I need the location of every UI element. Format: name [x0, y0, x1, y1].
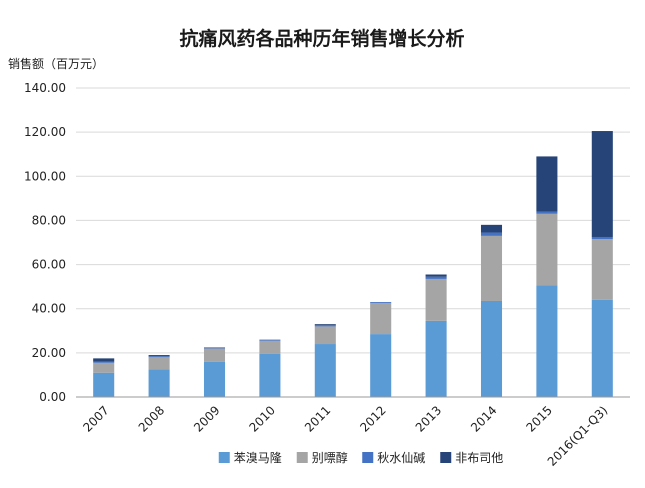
bar-segment	[148, 355, 170, 357]
legend-swatch	[296, 452, 308, 463]
y-axis-ticks: 0.00 20.00 40.00 60.00 80.00 100.00 120.00 140.…	[24, 81, 66, 404]
bar-segment	[425, 278, 447, 321]
legend-swatch	[362, 452, 374, 463]
bar-segment	[93, 372, 115, 397]
y-tick-label: 120.00	[24, 125, 66, 139]
bar-segment	[203, 348, 226, 362]
bar-segment	[259, 353, 281, 397]
bar-segment	[314, 326, 336, 345]
bar-segment	[314, 325, 336, 327]
bar-segment	[148, 356, 170, 358]
y-tick-label: 40.00	[32, 302, 66, 316]
bar-segment	[425, 320, 447, 397]
bar-segment	[148, 357, 170, 370]
bar-segment	[370, 303, 392, 335]
y-tick-label: 60.00	[32, 258, 66, 272]
bar-segment	[591, 299, 613, 397]
y-tick-label: 140.00	[24, 81, 66, 95]
y-tick-label: 0.00	[39, 390, 66, 404]
bar-segment	[259, 339, 281, 341]
bar-segment	[370, 334, 392, 397]
y-axis-label: 销售额（百万元）	[8, 56, 104, 71]
bar-segment	[203, 361, 226, 397]
bar-segment	[93, 361, 115, 363]
bar-segment	[591, 239, 613, 300]
legend-label: 别嘌醇	[312, 450, 348, 465]
legend-swatch	[218, 452, 230, 463]
legend-label: 非布司他	[455, 451, 503, 465]
bar-segment	[591, 236, 613, 240]
bar-segment	[259, 340, 281, 354]
y-tick-label: 100.00	[24, 169, 66, 183]
bar-segment	[536, 156, 558, 212]
legend-label: 秋水仙碱	[377, 451, 425, 465]
legend-swatch	[440, 452, 452, 463]
bar-segment	[536, 285, 558, 397]
bar-segment	[536, 213, 558, 286]
bar-segment	[425, 276, 447, 279]
gridlines	[76, 87, 630, 354]
bar-segment	[314, 324, 336, 326]
bar-segment	[480, 224, 503, 233]
y-tick-label: 20.00	[32, 346, 66, 360]
chart-title: 抗痛风药各品种历年销售增长分析	[179, 27, 464, 50]
bar-segment	[591, 131, 613, 237]
bar-segment	[536, 211, 558, 214]
bar-segment	[480, 300, 503, 397]
legend: 苯溴马隆 别嘌醇 秋水仙碱 非布司他	[218, 450, 503, 465]
y-tick-label: 80.00	[32, 213, 66, 227]
bar-segment	[148, 369, 170, 397]
bar-segment	[480, 235, 503, 301]
bar-segment	[370, 302, 392, 304]
bar-series-group	[93, 131, 613, 397]
bar-segment	[203, 347, 226, 349]
bar-segment	[314, 344, 336, 397]
bar-segment	[425, 274, 447, 277]
bar-segment	[93, 358, 115, 362]
bar-segment	[480, 232, 503, 236]
bar-segment	[93, 362, 115, 373]
legend-label: 苯溴马隆	[234, 450, 282, 465]
